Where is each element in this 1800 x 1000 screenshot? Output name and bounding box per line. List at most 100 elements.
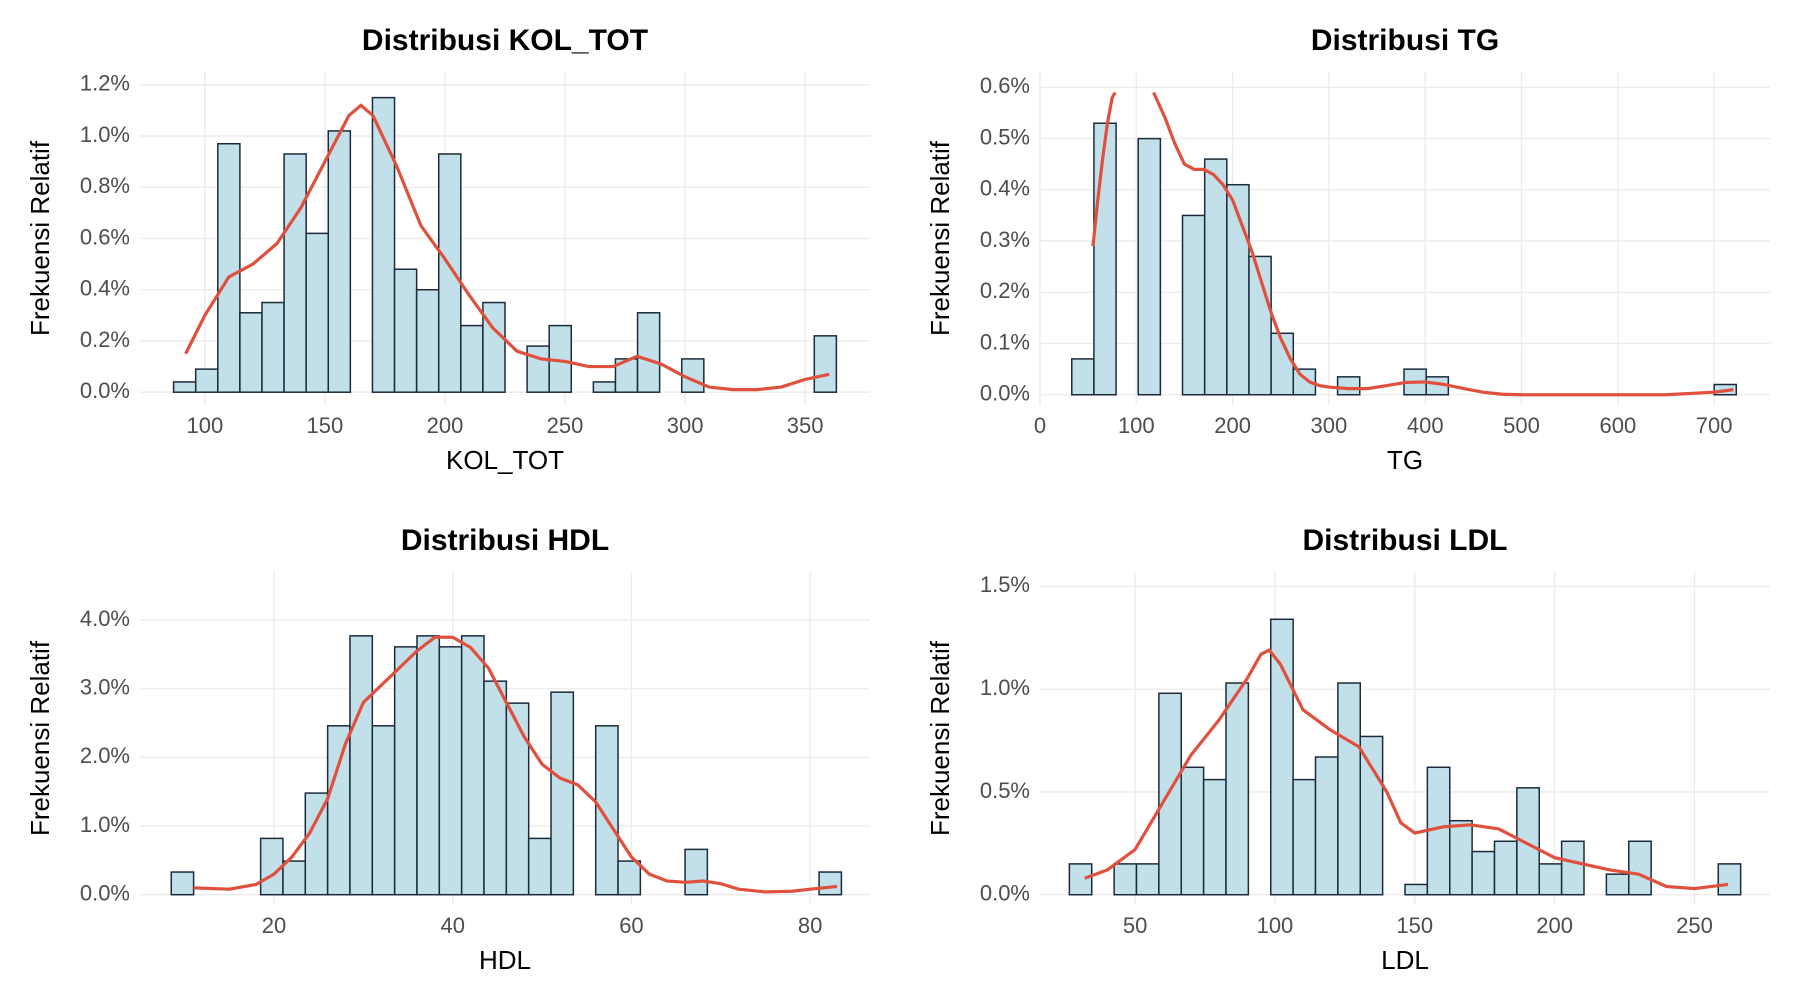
bar [1359,735,1384,896]
chart-title: Distribusi KOL_TOT [362,24,648,57]
y-axis-title: Frekuensi Relatif [25,140,55,336]
x-axis-title: HDL [479,945,531,975]
y-tick-label: 0.1% [980,329,1030,354]
bar [1202,778,1227,896]
bar [305,232,330,393]
bar [1071,358,1095,396]
y-tick-label: 0.6% [980,73,1030,98]
bar [371,725,396,896]
bar [1180,766,1205,896]
panel: 0.0% 1.0% 2.0% 3.0% 4.0% 20 40 60 80 Distribusi H… [25,524,870,975]
x-axis-title: KOL_TOT [446,445,564,475]
bar [393,268,418,393]
bar [482,301,506,393]
chart-title: Distribusi TG [1311,24,1499,57]
bar [1628,840,1652,896]
y-axis-title: Frekuensi Relatif [925,640,955,836]
bar [416,635,441,896]
bar [527,837,552,896]
bar [592,381,617,393]
bar [1225,682,1250,896]
y-axis-title: Frekuensi Relatif [925,140,955,336]
x-tick-label: 100 [1257,913,1294,938]
density-line [184,103,830,392]
density-line [1091,91,1734,397]
x-tick-label: 100 [186,413,223,438]
bar [1137,137,1162,396]
x-tick-label: 40 [440,913,464,938]
bar [1314,756,1339,896]
bar [217,142,241,393]
bar [1404,883,1429,896]
y-tick-label: 1.0% [80,122,130,147]
bar [505,702,530,896]
x-tick-label: 150 [1396,913,1433,938]
bar [1093,122,1117,396]
chart-title: Distribusi HDL [401,524,609,557]
bar [1135,863,1160,896]
bar [1336,376,1361,396]
y-tick-label: 0.4% [80,276,130,301]
y-tick-label: 1.0% [80,812,130,837]
bar [1181,214,1206,396]
x-tick-label: 250 [1676,913,1713,938]
bar [1493,840,1518,896]
y-tick-label: 0.3% [980,227,1030,252]
x-tick-label: 500 [1503,413,1540,438]
chart-title: Distribusi LDL [1302,524,1507,557]
x-tick-label: 150 [307,413,344,438]
bar [1560,840,1585,896]
panel: 0.0% 0.1% 0.2% 0.3% 0.4% 0.5% 0.6% 0 100 200 300 40… [925,24,1770,475]
bar [1158,692,1182,896]
bar [636,312,661,393]
y-tick-label: 4.0% [80,606,130,631]
y-tick-label: 0.0% [80,378,130,403]
bar [1113,863,1138,896]
bar [172,381,197,393]
y-tick-label: 1.0% [980,675,1030,700]
x-tick-label: 80 [798,913,822,938]
y-tick-label: 0.8% [80,173,130,198]
bar [1605,873,1630,896]
x-axis-title: LDL [1381,945,1429,975]
bar [170,871,195,896]
bar [194,368,219,393]
x-tick-label: 700 [1696,413,1733,438]
bar [1068,863,1093,896]
bar [1516,787,1541,896]
bar [415,288,440,393]
bar [326,725,351,896]
x-tick-label: 0 [1034,413,1046,438]
y-tick-label: 2.0% [80,743,130,768]
bar [438,646,463,896]
density-line [1084,648,1729,891]
bar [460,635,485,896]
bar [349,635,374,896]
bar [371,96,396,393]
x-tick-label: 60 [619,913,643,938]
bar [1717,863,1742,896]
bar [393,646,418,896]
bar [1203,158,1228,396]
bar [261,301,285,393]
bar [327,130,352,393]
y-tick-label: 0.4% [980,176,1030,201]
y-tick-label: 3.0% [80,675,130,700]
x-axis-title: TG [1387,445,1423,475]
bar [617,860,642,896]
bar [684,848,709,896]
y-tick-label: 0.5% [980,778,1030,803]
bar [1449,819,1473,896]
y-tick-label: 0.0% [980,881,1030,906]
y-tick-label: 0.5% [980,124,1030,149]
x-tick-label: 300 [1311,413,1348,438]
panel: 0.0% 0.5% 1.0% 1.5% 50 100 150 200 250 Distribusi… [925,524,1770,975]
x-tick-label: 200 [1214,413,1251,438]
x-tick-label: 100 [1118,413,1155,438]
x-tick-label: 250 [547,413,584,438]
y-tick-label: 0.2% [980,278,1030,303]
x-tick-label: 50 [1123,913,1147,938]
bar [1538,863,1563,896]
bar [550,691,575,896]
